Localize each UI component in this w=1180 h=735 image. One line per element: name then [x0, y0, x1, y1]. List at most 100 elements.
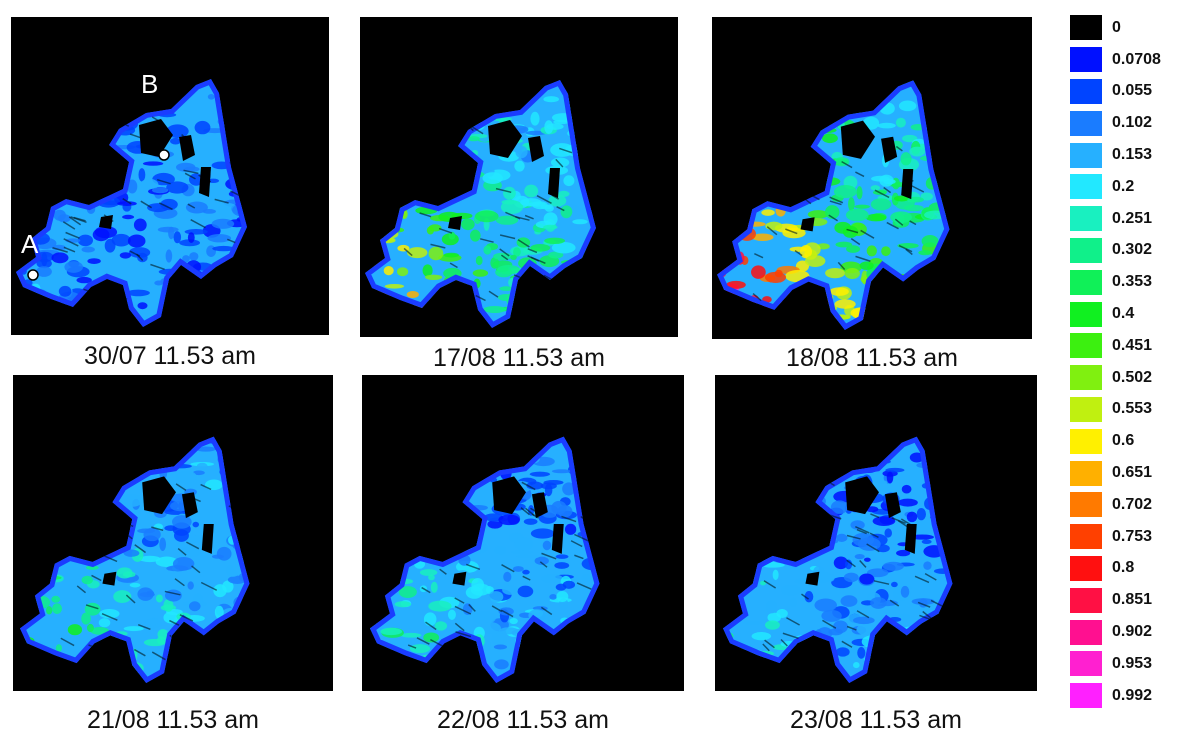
- legend-swatch: [1070, 237, 1102, 263]
- panel-caption-4: 21/08 11.53 am: [87, 706, 259, 734]
- nunatak-hole: [531, 492, 548, 519]
- map-panel-3: [712, 17, 1032, 339]
- legend-label: 0.451: [1112, 336, 1153, 354]
- panel-caption-6: 23/08 11.53 am: [790, 706, 962, 734]
- nunatak-hole: [528, 136, 544, 162]
- legend-label: 0.302: [1112, 241, 1153, 259]
- map-panel-6: [715, 375, 1037, 691]
- legend-swatch: [1070, 365, 1102, 391]
- legend-label: 0.992: [1112, 686, 1153, 704]
- legend-swatch: [1070, 555, 1102, 581]
- legend-swatch: [1070, 492, 1102, 518]
- nunatak-hole: [181, 492, 198, 519]
- legend-row: 0.302: [1070, 235, 1175, 267]
- legend-row: 0.451: [1070, 330, 1175, 362]
- legend-swatch: [1070, 460, 1102, 486]
- legend-label: 0.851: [1112, 591, 1153, 609]
- legend-row: 0.4: [1070, 298, 1175, 330]
- legend-label: 0.8: [1112, 559, 1135, 577]
- legend-swatch: [1070, 587, 1102, 613]
- legend-row: 0.251: [1070, 203, 1175, 235]
- glacier-surface: [722, 436, 953, 684]
- point-label-a: A: [21, 229, 39, 259]
- panel-caption-3: 18/08 11.53 am: [786, 344, 958, 372]
- nunatak-hole: [142, 476, 176, 515]
- legend-row: 0.953: [1070, 648, 1175, 680]
- glacier-surface: [717, 80, 950, 330]
- glacier-surface: [369, 436, 600, 684]
- legend-row: 0.753: [1070, 521, 1175, 553]
- nunatak-hole: [492, 476, 526, 515]
- legend-label: 0.953: [1112, 654, 1153, 672]
- legend-swatch: [1070, 110, 1102, 136]
- nunatak-hole: [881, 136, 898, 163]
- legend-label: 0.702: [1112, 495, 1153, 513]
- glacier-map-5: [369, 436, 600, 684]
- legend-row: 0.353: [1070, 266, 1175, 298]
- legend-row: 0.2: [1070, 171, 1175, 203]
- nunatak-hole: [99, 215, 113, 229]
- legend-row: 0.055: [1070, 76, 1175, 108]
- glacier-map-3: [717, 80, 950, 330]
- nunatak-hole: [551, 524, 564, 554]
- glacier-map-1: [16, 79, 247, 327]
- glacier-map-4: [19, 436, 250, 684]
- legend-label: 0.0708: [1112, 50, 1161, 68]
- legend-row: 0.702: [1070, 489, 1175, 521]
- point-label-b: B: [141, 69, 159, 99]
- legend-row: 0.153: [1070, 139, 1175, 171]
- legend-row: 0.902: [1070, 616, 1175, 648]
- map-panel-2: [360, 17, 678, 337]
- point-marker-a: [27, 269, 39, 281]
- legend-label: 0.753: [1112, 527, 1153, 545]
- legend-swatch: [1070, 301, 1102, 327]
- legend-swatch: [1070, 269, 1102, 295]
- legend-label: 0.251: [1112, 209, 1153, 227]
- legend-label: 0.4: [1112, 305, 1135, 323]
- legend-swatch: [1070, 78, 1102, 104]
- legend-row: 0.502: [1070, 362, 1175, 394]
- legend-swatch: [1070, 47, 1102, 73]
- legend-row: 0.553: [1070, 394, 1175, 426]
- legend-row: 0.102: [1070, 107, 1175, 139]
- nunatak-hole: [845, 476, 879, 515]
- legend-row: 0: [1070, 12, 1175, 44]
- legend-row: 0.6: [1070, 425, 1175, 457]
- map-panel-5: [362, 375, 684, 691]
- nunatak-hole: [488, 120, 522, 158]
- nunatak-hole: [884, 492, 901, 519]
- legend-swatch: [1070, 142, 1102, 168]
- legend-label: 0.6: [1112, 432, 1135, 450]
- nunatak-hole: [201, 524, 214, 554]
- glacier-surface: [16, 79, 247, 327]
- nunatak-hole: [102, 571, 117, 586]
- map-panel-1: B A: [11, 17, 329, 335]
- legend-row: 0.0708: [1070, 44, 1175, 76]
- legend-row: 0.8: [1070, 553, 1175, 585]
- point-marker-b: [158, 149, 170, 161]
- legend-swatch: [1070, 15, 1102, 41]
- legend-swatch: [1070, 619, 1102, 645]
- glacier-map-6: [722, 436, 953, 684]
- nunatak-hole: [800, 217, 815, 232]
- legend-label: 0.902: [1112, 623, 1153, 641]
- legend-swatch: [1070, 651, 1102, 677]
- legend-swatch: [1070, 683, 1102, 709]
- nunatak-hole: [548, 168, 560, 198]
- legend-row: 0.992: [1070, 680, 1175, 712]
- legend-label: 0.102: [1112, 114, 1153, 132]
- panel-caption-5: 22/08 11.53 am: [437, 706, 609, 734]
- legend-row: 0.651: [1070, 457, 1175, 489]
- legend-label: 0.651: [1112, 464, 1153, 482]
- nunatak-hole: [840, 120, 876, 159]
- legend-swatch: [1070, 333, 1102, 359]
- legend-label: 0.153: [1112, 146, 1153, 164]
- legend-label: 0.553: [1112, 400, 1153, 418]
- legend-row: 0.851: [1070, 584, 1175, 616]
- panel-caption-2: 17/08 11.53 am: [433, 344, 605, 372]
- legend-label: 0.502: [1112, 368, 1153, 386]
- glacier-map-2: [365, 80, 596, 328]
- nunatak-hole: [904, 524, 917, 554]
- glacier-surface: [365, 80, 596, 328]
- nunatak-hole: [448, 216, 462, 230]
